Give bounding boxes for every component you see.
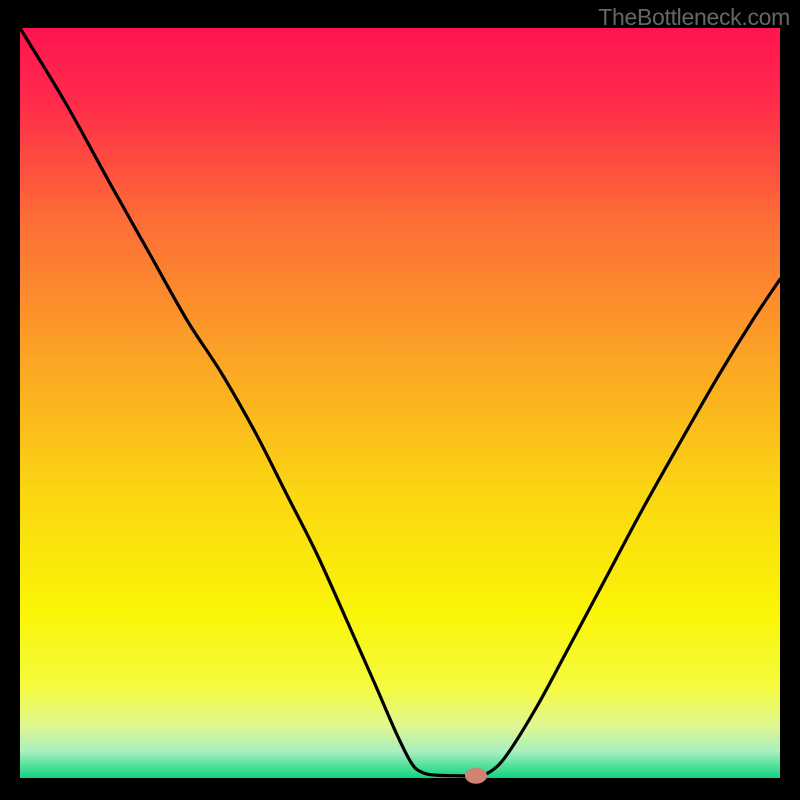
optimal-point-marker xyxy=(465,768,487,784)
chart-container: TheBottleneck.com xyxy=(0,0,800,800)
source-watermark: TheBottleneck.com xyxy=(598,4,790,31)
bottleneck-chart xyxy=(0,0,800,800)
plot-background xyxy=(20,28,780,778)
